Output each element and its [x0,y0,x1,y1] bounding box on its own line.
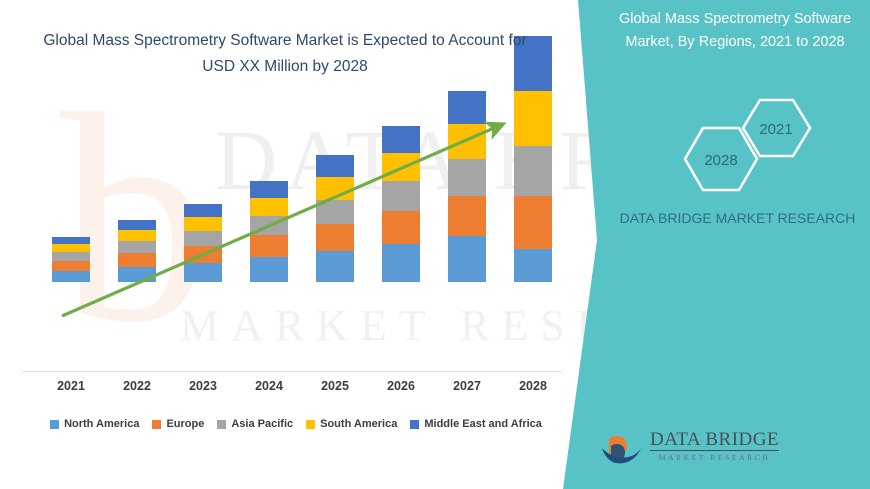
bar-segment-2023-south-america[interactable] [184,217,222,231]
bar-segment-2021-south-america[interactable] [52,244,90,252]
x-axis-line [22,371,562,372]
panel-subtitle: DATA BRIDGE MARKET RESEARCH [619,210,856,226]
chart-legend: North America Europe Asia Pacific South Ame… [22,418,570,430]
bar-segment-2024-south-america[interactable] [250,198,288,216]
bar-2022[interactable] [118,220,156,282]
bar-segment-2025-south-america[interactable] [316,177,354,200]
bar-2026[interactable] [382,126,420,282]
bar-segment-2025-europe[interactable] [316,224,354,251]
legend-swatch-icon [50,419,60,429]
legend-item-middle-east-and-africa[interactable]: Middle East and Africa [410,418,542,430]
bar-segment-2024-europe[interactable] [250,235,288,257]
bar-segment-2027-europe[interactable] [448,196,486,236]
brand-logo: DATA BRIDGE MARKET RESEARCH [600,425,780,467]
bar-segment-2022-europe[interactable] [118,253,156,267]
bar-segment-2028-south-america[interactable] [514,91,552,146]
x-axis-label-2023: 2023 [189,379,217,393]
x-axis-label-2028: 2028 [519,379,547,393]
bar-segment-2022-south-america[interactable] [118,230,156,241]
bar-2027[interactable] [448,91,486,282]
bar-segment-2027-north-america[interactable] [448,236,486,282]
legend-swatch-icon [217,419,227,429]
bar-segment-2021-middle-east-and-africa[interactable] [52,237,90,244]
bar-segment-2027-middle-east-and-africa[interactable] [448,91,486,124]
bar-segment-2025-asia-pacific[interactable] [316,200,354,224]
bar-segment-2024-north-america[interactable] [250,257,288,282]
bar-segment-2028-europe[interactable] [514,196,552,249]
bar-segment-2027-south-america[interactable] [448,124,486,159]
legend-label: Asia Pacific [231,418,294,430]
bar-segment-2022-north-america[interactable] [118,267,156,282]
bar-segment-2023-north-america[interactable] [184,263,222,282]
x-axis-label-2022: 2022 [123,379,151,393]
chart-title: Global Mass Spectrometry Software Market… [43,32,527,75]
bar-segment-2028-middle-east-and-africa[interactable] [514,36,552,91]
bar-segment-2023-europe[interactable] [184,246,222,263]
hexagon-2021-label: 2021 [759,121,792,138]
x-axis-label-2027: 2027 [453,379,481,393]
bar-segment-2023-middle-east-and-africa[interactable] [184,204,222,217]
brand-tagline: MARKET RESEARCH [658,453,771,463]
data-bridge-b-logo-icon [602,429,641,464]
x-axis-label-2025: 2025 [321,379,349,393]
legend-swatch-icon [152,419,162,429]
brand-name: DATA BRIDGE [650,429,780,452]
bar-segment-2025-middle-east-and-africa[interactable] [316,155,354,177]
bar-2028[interactable] [514,36,552,282]
bar-2025[interactable] [316,155,354,282]
bar-segment-2021-asia-pacific[interactable] [52,252,90,261]
bar-segment-2025-north-america[interactable] [316,251,354,282]
legend-item-asia-pacific[interactable]: Asia Pacific [217,418,293,430]
bar-segment-2024-asia-pacific[interactable] [250,216,288,235]
brand-text: DATA BRIDGE MARKET RESEARCH [650,429,780,463]
bar-segment-2027-asia-pacific[interactable] [448,159,486,196]
hexagon-group: 2021 2028 [683,98,812,192]
bar-segment-2021-europe[interactable] [52,261,90,271]
bar-segment-2028-asia-pacific[interactable] [514,146,552,196]
bar-2021[interactable] [52,237,90,282]
bar-segment-2021-north-america[interactable] [52,271,90,282]
x-axis-label-2026: 2026 [387,379,415,393]
bar-segment-2022-asia-pacific[interactable] [118,241,156,253]
legend-item-europe[interactable]: Europe [152,418,204,430]
bar-segment-2026-south-america[interactable] [382,153,420,181]
x-axis-label-2021: 2021 [57,379,85,393]
bar-segment-2026-middle-east-and-africa[interactable] [382,126,420,153]
hexagon-2028-label: 2028 [704,152,737,169]
bar-segment-2026-north-america[interactable] [382,244,420,282]
legend-label: North America [64,418,140,430]
legend-swatch-icon [306,419,316,429]
bar-segment-2026-asia-pacific[interactable] [382,181,420,211]
legend-label: Middle East and Africa [424,418,542,430]
bar-segment-2022-middle-east-and-africa[interactable] [118,220,156,230]
bar-2024[interactable] [250,181,288,282]
bar-segment-2023-asia-pacific[interactable] [184,231,222,246]
bar-2023[interactable] [184,204,222,282]
legend-label: Europe [166,418,205,430]
bar-segment-2026-europe[interactable] [382,211,420,244]
legend-item-north-america[interactable]: North America [50,418,139,430]
right-panel: Global Mass Spectrometry Software Market… [600,0,870,489]
bar-segment-2028-north-america[interactable] [514,249,552,282]
panel-title: Global Mass Spectrometry Software Market… [618,11,852,50]
legend-swatch-icon [410,419,420,429]
legend-item-south-america[interactable]: South America [306,418,397,430]
x-axis-label-2024: 2024 [255,379,283,393]
legend-label: South America [320,418,398,430]
bar-segment-2024-middle-east-and-africa[interactable] [250,181,288,198]
